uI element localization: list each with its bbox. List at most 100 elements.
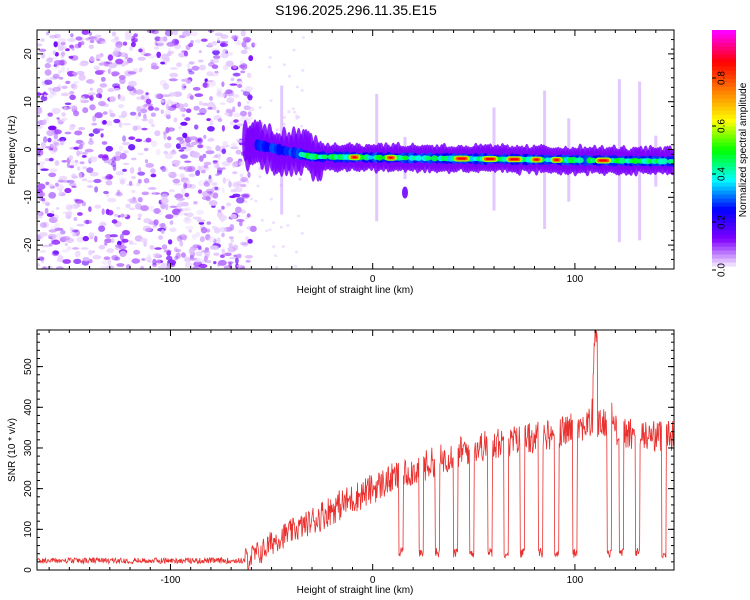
spectrogram-noise-cell	[200, 227, 208, 234]
spectrogram-peak-core	[457, 157, 466, 160]
spectrogram-peak-core	[599, 159, 608, 162]
spectrogram-noise-cell	[98, 62, 105, 66]
spectrogram-noise-cell	[182, 180, 191, 184]
spectrogram-noise-cell	[286, 224, 290, 227]
spectrogram-noise-cell	[197, 144, 204, 149]
spectrogram-noise-cell	[111, 219, 118, 224]
spectrogram-noise-cell	[188, 173, 196, 178]
spectrogram-noise-cell	[165, 103, 170, 110]
spectrogram-noise-cell	[186, 196, 191, 200]
spectrogram-signal-cell	[424, 155, 432, 161]
spectrogram-noise-cell	[43, 221, 49, 228]
spectrogram-noise-cell	[45, 202, 50, 207]
spectrogram-signal-cell	[366, 155, 374, 160]
spectrogram-noise-cell	[88, 156, 98, 163]
spectrogram-noise-cell	[221, 248, 225, 252]
spectrogram-noise-cell	[281, 245, 285, 248]
spectrogram-noise-cell	[51, 107, 61, 115]
spectrogram-noise-cell	[54, 52, 59, 57]
spectrogram-noise-cell	[110, 161, 117, 168]
spectrogram-noise-cell	[100, 133, 104, 138]
spectrogram-noise-cell	[217, 209, 222, 213]
colorbar-cell	[712, 158, 736, 163]
spectrogram-noise-cell	[246, 180, 250, 184]
spectrogram-noise-cell	[189, 95, 194, 100]
spectrogram-noise-cell	[88, 44, 95, 49]
spectrogram-noise-cell	[198, 221, 205, 225]
spectrogram-noise-cell	[174, 246, 178, 253]
spectrogram-noise-cell	[181, 113, 186, 118]
spectrogram-noise-cell	[192, 244, 200, 249]
spectrogram-noise-cell	[181, 201, 189, 207]
spectrogram-noise-cell	[107, 88, 115, 92]
spectrogram-noise-cell	[183, 145, 192, 152]
spectrogram-noise-cell	[239, 161, 244, 166]
spectrogram-noise-cell	[215, 173, 220, 177]
spectrogram-noise-cell	[42, 201, 51, 205]
spectrogram-noise-cell	[93, 178, 102, 184]
spectrogram-noise-cell	[129, 200, 139, 204]
spectrogram-noise-cell	[188, 248, 195, 255]
spectrogram-noise-cell	[230, 214, 237, 219]
spectrogram-noise-cell	[203, 134, 207, 139]
spectrogram-peak-core	[510, 158, 519, 161]
spectrogram-noise-cell	[40, 38, 45, 42]
colorbar-cell	[712, 78, 736, 83]
colorbar-cell	[712, 234, 736, 239]
snr-series-line	[37, 330, 674, 570]
spectrogram-xtick-label: 0	[370, 274, 376, 285]
spectrogram-noise-cell	[77, 145, 83, 150]
spectrogram-noise-cell	[111, 156, 117, 163]
spectrogram-noise-cell	[69, 94, 76, 101]
colorbar-cell	[712, 38, 736, 43]
spectrogram-noise-cell	[125, 203, 131, 209]
spectrogram-noise-cell	[57, 118, 61, 125]
spectrogram-noise-cell	[49, 57, 58, 60]
spectrogram-noise-cell	[118, 176, 128, 183]
spectrogram-noise-cell	[239, 60, 245, 66]
colorbar-cell	[712, 142, 736, 147]
spectrogram-noise-cell	[246, 226, 252, 230]
spectrogram-noise-cell	[106, 120, 113, 126]
snr-ylabel: SNR (10 * v/v)	[7, 418, 18, 482]
spectrogram-noise-cell	[144, 257, 153, 261]
spectrogram-noise-cell	[118, 145, 124, 152]
spectrogram-noise-cell	[114, 44, 123, 49]
spectrogram-noise-cell	[57, 255, 64, 262]
spectrogram-noise-cell	[167, 172, 172, 176]
colorbar-cell	[712, 210, 736, 215]
spectrogram-noise-cell	[43, 136, 48, 143]
spectrogram-noise-cell	[137, 112, 142, 117]
spectrogram-noise-cell	[232, 72, 241, 77]
spectrogram-noise-cell	[232, 182, 240, 189]
spectrogram-ytick-label: 10	[23, 96, 34, 108]
spectrogram-noise-cell	[166, 250, 171, 256]
spectrogram-noise-cell	[231, 142, 237, 148]
spectrogram-noise-cell	[179, 240, 184, 247]
spectrogram-noise-cell	[49, 34, 57, 39]
spectrogram-noise-cell	[129, 45, 133, 52]
spectrogram-noise-cell	[169, 220, 174, 225]
spectrogram-noise-cell	[282, 116, 286, 119]
colorbar-cell	[712, 46, 736, 51]
spectrogram-noise-cell	[235, 257, 239, 265]
spectrogram-noise-cell	[229, 236, 234, 240]
spectrogram-noise-cell	[165, 203, 169, 211]
spectrogram-noise-cell	[274, 254, 278, 257]
spectrogram-noise-cell	[118, 104, 124, 109]
spectrogram-noise-cell	[46, 129, 55, 137]
colorbar-cell	[712, 86, 736, 91]
spectrogram-noise-cell	[225, 144, 230, 148]
spectrogram-noise-cell	[49, 168, 58, 173]
spectrogram-signal-cell	[670, 159, 674, 164]
spectrogram-noise-cell	[221, 205, 225, 210]
spectrogram-noise-cell	[99, 83, 108, 88]
spectrogram-noise-cell	[71, 175, 79, 179]
spectrogram-noise-cell	[135, 138, 143, 142]
spectrogram-noise-cell	[214, 32, 223, 37]
spectrogram-noise-cell	[195, 170, 201, 176]
snr-xlabel: Height of straight line (km)	[297, 585, 414, 596]
spectrogram-noise-cell	[165, 126, 170, 134]
spectrogram-noise-cell	[186, 79, 192, 84]
spectrogram-noise-cell	[204, 78, 208, 83]
